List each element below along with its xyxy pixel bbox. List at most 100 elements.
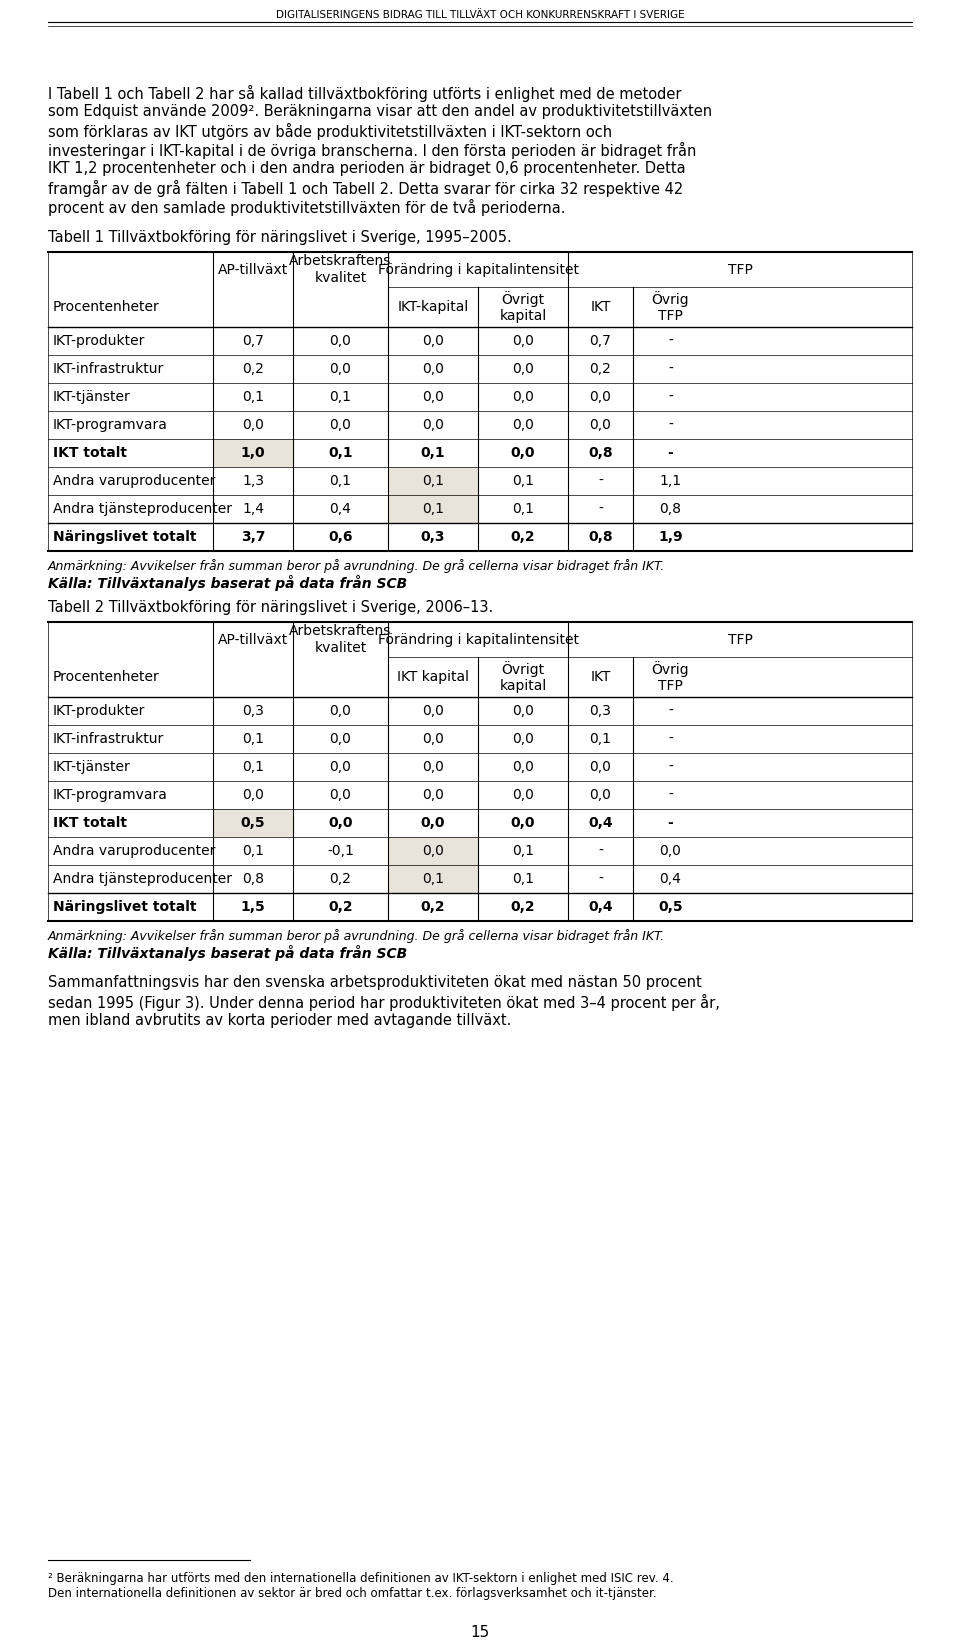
Text: 0,1: 0,1 bbox=[420, 447, 445, 460]
Text: 0,0: 0,0 bbox=[512, 732, 534, 747]
Text: 0,0: 0,0 bbox=[329, 363, 351, 376]
Text: IKT-programvara: IKT-programvara bbox=[53, 788, 168, 803]
Bar bbox=[213, 809, 293, 837]
Text: 0,0: 0,0 bbox=[512, 335, 534, 348]
Text: 0,1: 0,1 bbox=[422, 872, 444, 887]
Text: 0,0: 0,0 bbox=[512, 363, 534, 376]
Text: 1,0: 1,0 bbox=[241, 447, 265, 460]
Text: 0,4: 0,4 bbox=[588, 816, 612, 831]
Text: 0,1: 0,1 bbox=[589, 732, 612, 747]
Text: Källa: Tillväxtanalys baserat på data från SCB: Källa: Tillväxtanalys baserat på data fr… bbox=[48, 575, 407, 592]
Text: Andra varuproducenter: Andra varuproducenter bbox=[53, 475, 215, 488]
Text: 0,0: 0,0 bbox=[511, 447, 536, 460]
Text: -: - bbox=[667, 447, 673, 460]
Text: 0,1: 0,1 bbox=[329, 475, 351, 488]
Text: IKT: IKT bbox=[590, 671, 611, 684]
Text: 0,1: 0,1 bbox=[512, 475, 534, 488]
Text: 0,3: 0,3 bbox=[242, 704, 264, 719]
Text: 0,1: 0,1 bbox=[242, 391, 264, 404]
Text: 0,3: 0,3 bbox=[589, 704, 612, 719]
Text: 0,8: 0,8 bbox=[588, 447, 612, 460]
Text: 0,1: 0,1 bbox=[242, 760, 264, 775]
Text: 0,1: 0,1 bbox=[328, 447, 353, 460]
Text: 0,4: 0,4 bbox=[588, 900, 612, 915]
Text: 0,5: 0,5 bbox=[241, 816, 265, 831]
Text: IKT totalt: IKT totalt bbox=[53, 816, 127, 831]
Text: IKT-kapital: IKT-kapital bbox=[397, 300, 468, 315]
Text: 0,2: 0,2 bbox=[242, 363, 264, 376]
Text: Förändring i kapitalintensitet: Förändring i kapitalintensitet bbox=[377, 262, 579, 277]
Text: -: - bbox=[668, 704, 673, 719]
Text: -: - bbox=[668, 732, 673, 747]
Text: 0,5: 0,5 bbox=[659, 900, 683, 915]
Text: 0,1: 0,1 bbox=[422, 475, 444, 488]
Text: Anmärkning: Avvikelser från summan beror på avrundning. De grå cellerna visar bi: Anmärkning: Avvikelser från summan beror… bbox=[48, 559, 665, 574]
Text: 0,4: 0,4 bbox=[660, 872, 682, 887]
Text: 0,0: 0,0 bbox=[422, 335, 444, 348]
Text: TFP: TFP bbox=[728, 633, 753, 646]
Text: framgår av de grå fälten i Tabell 1 och Tabell 2. Detta svarar för cirka 32 resp: framgår av de grå fälten i Tabell 1 och … bbox=[48, 180, 684, 198]
Text: procent av den samlade produktivitetstillväxten för de två perioderna.: procent av den samlade produktivitetstil… bbox=[48, 199, 565, 216]
Text: 0,0: 0,0 bbox=[422, 732, 444, 747]
Text: -: - bbox=[598, 475, 603, 488]
Text: 0,7: 0,7 bbox=[242, 335, 264, 348]
Text: -: - bbox=[668, 760, 673, 775]
Text: 0,2: 0,2 bbox=[329, 872, 351, 887]
Text: Arbetskraftens
kvalitet: Arbetskraftens kvalitet bbox=[289, 625, 392, 654]
Text: -: - bbox=[598, 503, 603, 516]
Text: AP-tillväxt: AP-tillväxt bbox=[218, 633, 288, 646]
Text: TFP: TFP bbox=[728, 262, 753, 277]
Text: IKT: IKT bbox=[590, 300, 611, 315]
Text: Näringslivet totalt: Näringslivet totalt bbox=[53, 531, 197, 544]
Text: Tabell 2 Tillväxtbokföring för näringslivet i Sverige, 2006–13.: Tabell 2 Tillväxtbokföring för näringsli… bbox=[48, 600, 493, 615]
Text: 0,0: 0,0 bbox=[422, 760, 444, 775]
Text: 0,2: 0,2 bbox=[511, 900, 536, 915]
Text: 0,0: 0,0 bbox=[589, 419, 612, 432]
Text: som förklaras av IKT utgörs av både produktivitetstillväxten i IKT-sektorn och: som förklaras av IKT utgörs av både prod… bbox=[48, 124, 612, 140]
Text: 0,1: 0,1 bbox=[242, 732, 264, 747]
Text: 0,0: 0,0 bbox=[329, 788, 351, 803]
Text: 0,0: 0,0 bbox=[511, 816, 536, 831]
Text: IKT-infrastruktur: IKT-infrastruktur bbox=[53, 363, 164, 376]
Text: -0,1: -0,1 bbox=[327, 844, 354, 859]
Text: 0,1: 0,1 bbox=[512, 503, 534, 516]
Text: -: - bbox=[668, 391, 673, 404]
Text: 1,5: 1,5 bbox=[241, 900, 265, 915]
Text: 0,2: 0,2 bbox=[328, 900, 353, 915]
Text: 0,0: 0,0 bbox=[660, 844, 682, 859]
Text: 0,0: 0,0 bbox=[420, 816, 445, 831]
Text: IKT-tjänster: IKT-tjänster bbox=[53, 760, 131, 775]
Text: IKT-produkter: IKT-produkter bbox=[53, 704, 145, 719]
Text: 0,0: 0,0 bbox=[422, 788, 444, 803]
Text: 0,0: 0,0 bbox=[328, 816, 352, 831]
Text: Övrigt
kapital: Övrigt kapital bbox=[499, 292, 546, 323]
Bar bbox=[388, 865, 478, 893]
Text: 0,1: 0,1 bbox=[512, 872, 534, 887]
Bar bbox=[213, 438, 293, 466]
Text: -: - bbox=[598, 844, 603, 859]
Text: 0,0: 0,0 bbox=[589, 760, 612, 775]
Text: Anmärkning: Avvikelser från summan beror på avrundning. De grå cellerna visar bi: Anmärkning: Avvikelser från summan beror… bbox=[48, 929, 665, 943]
Text: Övrig
TFP: Övrig TFP bbox=[652, 661, 689, 694]
Text: 1,3: 1,3 bbox=[242, 475, 264, 488]
Bar bbox=[388, 837, 478, 865]
Text: 0,7: 0,7 bbox=[589, 335, 612, 348]
Text: 0,0: 0,0 bbox=[512, 788, 534, 803]
Text: ² Beräkningarna har utförts med den internationella definitionen av IKT-sektorn : ² Beräkningarna har utförts med den inte… bbox=[48, 1572, 674, 1585]
Text: Andra tjänsteproducenter: Andra tjänsteproducenter bbox=[53, 872, 232, 887]
Text: 0,0: 0,0 bbox=[512, 704, 534, 719]
Text: IKT 1,2 procentenheter och i den andra perioden är bidraget 0,6 procentenheter. : IKT 1,2 procentenheter och i den andra p… bbox=[48, 162, 685, 176]
Text: Andra varuproducenter: Andra varuproducenter bbox=[53, 844, 215, 859]
Text: Förändring i kapitalintensitet: Förändring i kapitalintensitet bbox=[377, 633, 579, 646]
Text: -: - bbox=[668, 363, 673, 376]
Text: IKT-programvara: IKT-programvara bbox=[53, 419, 168, 432]
Text: AP-tillväxt: AP-tillväxt bbox=[218, 262, 288, 277]
Text: 0,0: 0,0 bbox=[422, 419, 444, 432]
Text: Övrig
TFP: Övrig TFP bbox=[652, 292, 689, 323]
Text: Tabell 1 Tillväxtbokföring för näringslivet i Sverige, 1995–2005.: Tabell 1 Tillväxtbokföring för näringsli… bbox=[48, 231, 512, 246]
Text: Arbetskraftens
kvalitet: Arbetskraftens kvalitet bbox=[289, 254, 392, 285]
Text: -: - bbox=[668, 788, 673, 803]
Text: 0,1: 0,1 bbox=[422, 503, 444, 516]
Text: 0,0: 0,0 bbox=[422, 391, 444, 404]
Text: 0,0: 0,0 bbox=[589, 391, 612, 404]
